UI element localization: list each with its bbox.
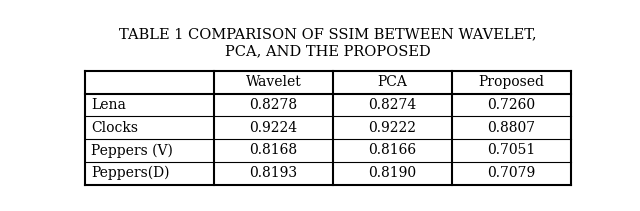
Text: 0.8190: 0.8190 — [369, 166, 417, 180]
Text: PCA: PCA — [378, 75, 407, 89]
Text: 0.9222: 0.9222 — [369, 121, 417, 135]
Text: 0.7079: 0.7079 — [488, 166, 536, 180]
Text: 0.7260: 0.7260 — [488, 98, 536, 112]
Text: 0.9224: 0.9224 — [249, 121, 298, 135]
Text: 0.8807: 0.8807 — [488, 121, 536, 135]
Text: Lena: Lena — [91, 98, 126, 112]
Text: 0.8166: 0.8166 — [369, 143, 417, 157]
Text: Peppers(D): Peppers(D) — [91, 166, 170, 180]
Text: TABLE 1 COMPARISON OF SSIM BETWEEN WAVELET,
PCA, AND THE PROPOSED: TABLE 1 COMPARISON OF SSIM BETWEEN WAVEL… — [119, 27, 537, 58]
Text: Proposed: Proposed — [479, 75, 545, 89]
Text: Clocks: Clocks — [91, 121, 138, 135]
Text: 0.8274: 0.8274 — [368, 98, 417, 112]
Text: 0.8168: 0.8168 — [249, 143, 298, 157]
Text: Wavelet: Wavelet — [246, 75, 301, 89]
Text: 0.8193: 0.8193 — [249, 166, 298, 180]
Text: Peppers (V): Peppers (V) — [91, 143, 173, 158]
Text: 0.8278: 0.8278 — [249, 98, 298, 112]
Text: 0.7051: 0.7051 — [488, 143, 536, 157]
